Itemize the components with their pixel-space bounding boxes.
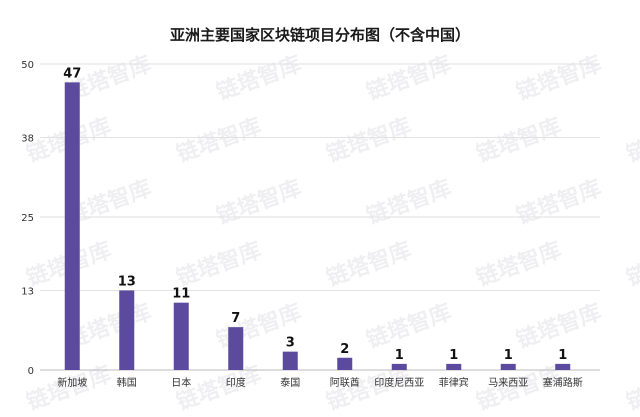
x-tick-label: 新加坡 xyxy=(57,376,87,389)
x-tick-label: 菲律宾 xyxy=(439,376,469,389)
data-label: 7 xyxy=(231,311,240,326)
x-tick-label: 阿联酋 xyxy=(330,376,360,389)
watermark-text: 链塔智库 xyxy=(473,113,565,168)
bar xyxy=(391,363,407,370)
watermark-text: 链塔智库 xyxy=(213,175,305,230)
bar xyxy=(282,351,298,370)
bar xyxy=(228,327,244,370)
watermark-text: 链塔智库 xyxy=(513,51,605,106)
chart-title: 亚洲主要国家区块链项目分布图（不含中国） xyxy=(170,26,470,44)
bar xyxy=(64,82,80,371)
data-label: 2 xyxy=(340,342,349,357)
watermark-text: 链塔智库 xyxy=(513,299,605,354)
x-tick-label: 日本 xyxy=(171,376,191,389)
watermark-text: 链塔智库 xyxy=(473,237,565,292)
data-label: 47 xyxy=(63,66,81,81)
data-label: 13 xyxy=(118,274,136,289)
x-tick-label: 韩国 xyxy=(117,376,137,389)
y-tick-label: 50 xyxy=(21,60,34,71)
x-tick-label: 泰国 xyxy=(280,376,300,389)
bar xyxy=(119,290,135,370)
x-tick-label: 印度 xyxy=(226,376,246,389)
x-tick-label: 塞浦路斯 xyxy=(543,376,583,389)
data-label: 1 xyxy=(558,348,567,363)
bars-layer xyxy=(64,82,571,371)
data-label: 3 xyxy=(286,336,295,351)
bar xyxy=(500,363,516,370)
watermark-text: 链塔智库 xyxy=(323,237,415,292)
labels-layer: 47 新加坡 13 韩国 11 日本 7 印度 3 泰国 2 阿联酋 1 印度尼西亚 1 菲律宾 1 马来西亚 1 塞… xyxy=(57,66,583,389)
bar xyxy=(337,357,353,370)
y-tick-label: 0 xyxy=(28,366,34,377)
watermark-text: 链塔智库 xyxy=(623,113,640,168)
watermark-text: 链塔智库 xyxy=(173,237,265,292)
data-label: 1 xyxy=(395,348,404,363)
watermark-text: 链塔智库 xyxy=(363,175,455,230)
y-tick-label: 13 xyxy=(21,286,34,297)
watermark-text: 链塔智库 xyxy=(323,113,415,168)
watermark-text: 链塔智库 xyxy=(363,51,455,106)
y-tick-label: 25 xyxy=(21,213,34,224)
bar xyxy=(173,302,189,370)
watermark-text: 链塔智库 xyxy=(213,51,305,106)
x-tick-label: 马来西亚 xyxy=(488,377,528,389)
data-label: 1 xyxy=(449,348,458,363)
watermark-text: 链塔智库 xyxy=(363,299,455,354)
data-label: 1 xyxy=(504,348,513,363)
y-tick-label: 38 xyxy=(21,133,34,144)
watermark-text: 链塔智库 xyxy=(513,175,605,230)
watermark-text: 链塔智库 xyxy=(623,361,640,416)
x-tick-label: 印度尼西亚 xyxy=(374,376,424,389)
watermark-text: 链塔智库 xyxy=(623,237,640,292)
data-label: 11 xyxy=(172,287,190,302)
bar xyxy=(555,363,571,370)
bar xyxy=(446,363,462,370)
watermark-text: 链塔智库 xyxy=(173,113,265,168)
